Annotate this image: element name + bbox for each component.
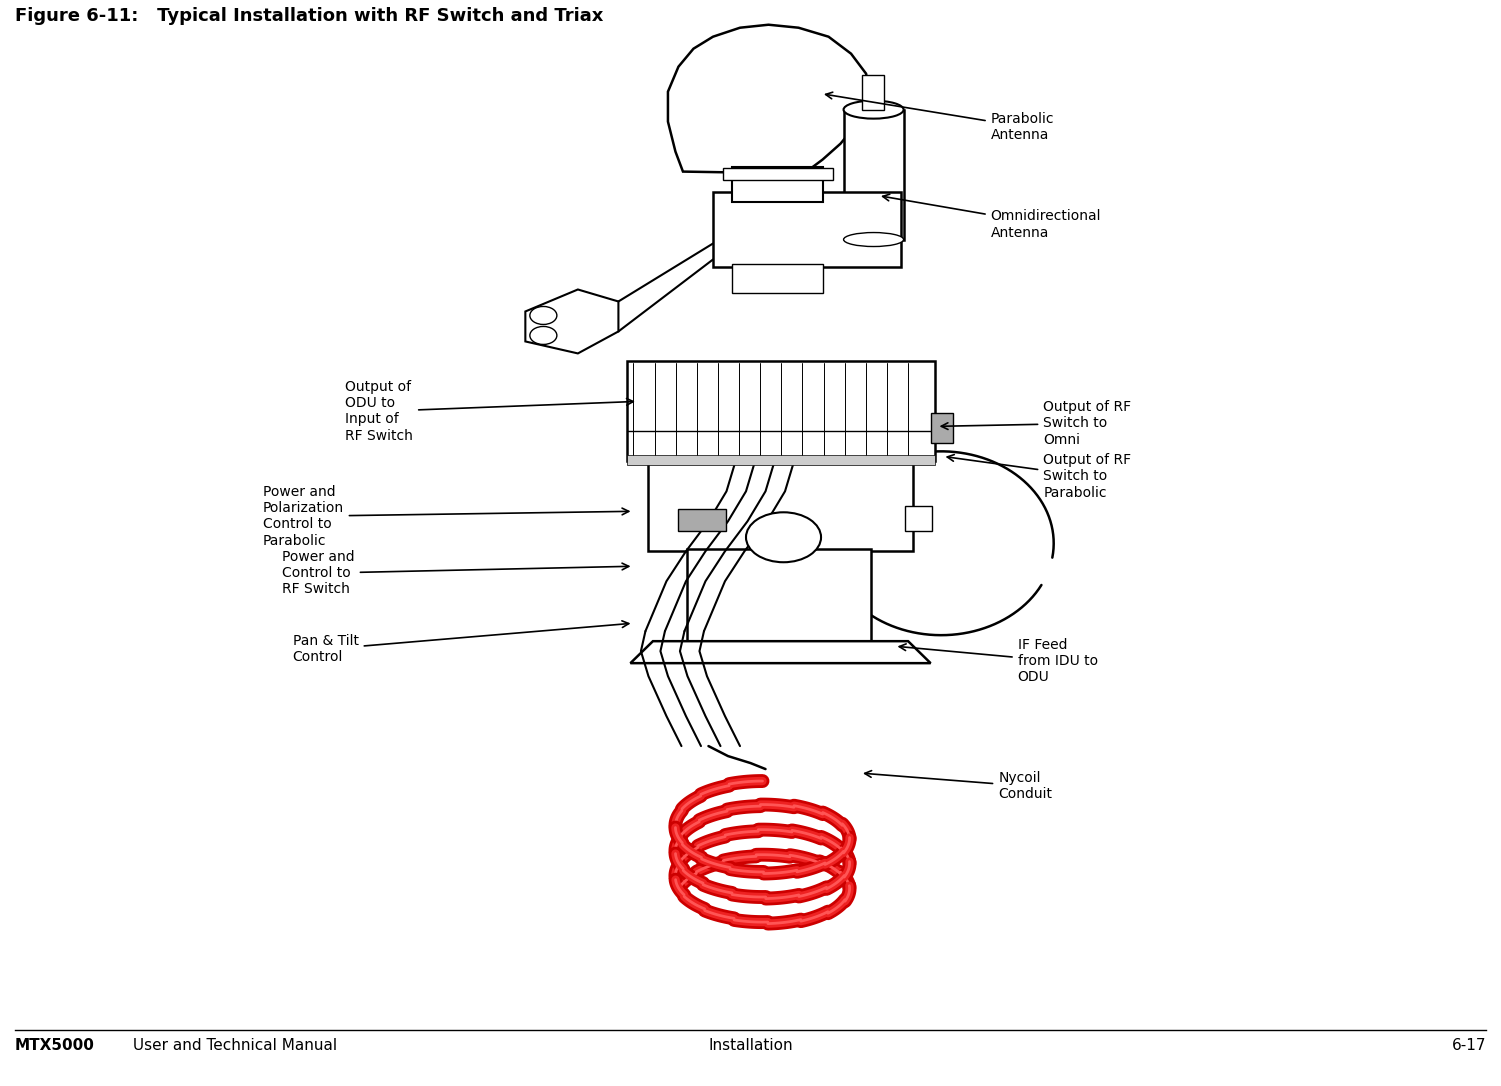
Ellipse shape <box>844 101 904 118</box>
Bar <box>732 264 823 293</box>
Text: Nycoil
Conduit: Nycoil Conduit <box>865 771 1052 801</box>
Bar <box>627 362 935 462</box>
Text: Figure 6-11:   Typical Installation with RF Switch and Triax: Figure 6-11: Typical Installation with R… <box>15 7 603 25</box>
Polygon shape <box>525 290 618 353</box>
Circle shape <box>746 513 821 563</box>
Text: Output of
ODU to
Input of
RF Switch: Output of ODU to Input of RF Switch <box>345 380 633 443</box>
Bar <box>862 75 884 110</box>
Circle shape <box>530 306 557 325</box>
Bar <box>844 110 904 240</box>
Text: IF Feed
from IDU to
ODU: IF Feed from IDU to ODU <box>899 637 1097 684</box>
Text: Omnidirectional
Antenna: Omnidirectional Antenna <box>883 194 1102 240</box>
Text: Parabolic
Antenna: Parabolic Antenna <box>826 92 1054 142</box>
Text: 6-17: 6-17 <box>1451 1038 1486 1053</box>
Bar <box>687 550 871 641</box>
Bar <box>905 506 932 531</box>
Text: Output of RF
Switch to
Omni: Output of RF Switch to Omni <box>941 400 1132 446</box>
Text: Pan & Tilt
Control: Pan & Tilt Control <box>293 621 629 665</box>
Circle shape <box>530 327 557 344</box>
Ellipse shape <box>844 232 904 247</box>
Text: Installation: Installation <box>708 1038 793 1053</box>
Polygon shape <box>668 25 871 174</box>
Bar <box>723 167 833 179</box>
Bar <box>648 459 913 552</box>
Bar <box>713 191 901 266</box>
Text: Power and
Control to
RF Switch: Power and Control to RF Switch <box>282 550 629 596</box>
Text: MTX5000: MTX5000 <box>15 1038 95 1053</box>
Bar <box>732 166 823 202</box>
Text: User and Technical Manual: User and Technical Manual <box>128 1038 336 1053</box>
Bar <box>678 509 726 531</box>
Text: Power and
Polarization
Control to
Parabolic: Power and Polarization Control to Parabo… <box>263 485 629 547</box>
Bar <box>931 414 953 443</box>
Text: Output of RF
Switch to
Parabolic: Output of RF Switch to Parabolic <box>947 453 1132 500</box>
Polygon shape <box>630 641 931 664</box>
Bar <box>627 455 935 465</box>
